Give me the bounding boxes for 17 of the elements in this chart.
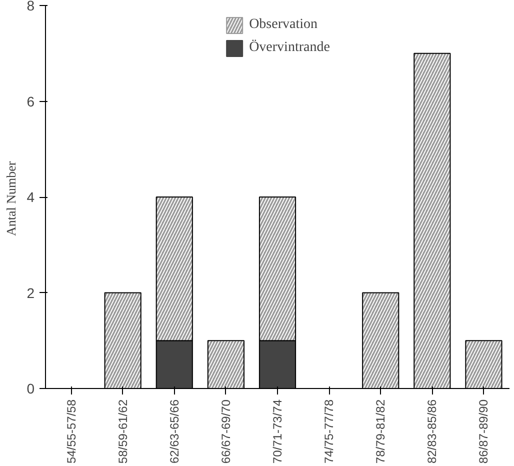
x-tick-label: 74/75-77/78 [322,399,336,464]
y-tick-label: 8 [26,0,35,14]
y-tick-label: 4 [26,189,35,205]
x-tick-label: 86/87-89/90 [476,399,491,464]
x-tick-label: 58/59-61/62 [116,399,130,464]
x-tick-label: 82/83-85/86 [425,399,440,464]
x-tick-label: 54/55-57/58 [64,399,78,464]
legend-label: Observation [249,17,318,33]
x-tick-label: 66/67-69/70 [218,399,233,464]
y-tick-label: 6 [26,93,35,110]
x-tick-label: 62/63-65/66 [167,399,182,464]
y-tick-label: 2 [26,284,35,301]
x-tick-label: 70/71-73/74 [270,399,284,464]
y-axis-title: Antal Number [4,160,19,236]
y-tick-label: 0 [26,380,35,396]
legend-label: Övervintrande [249,40,330,56]
x-tick-label: 78/79-81/82 [374,399,388,464]
